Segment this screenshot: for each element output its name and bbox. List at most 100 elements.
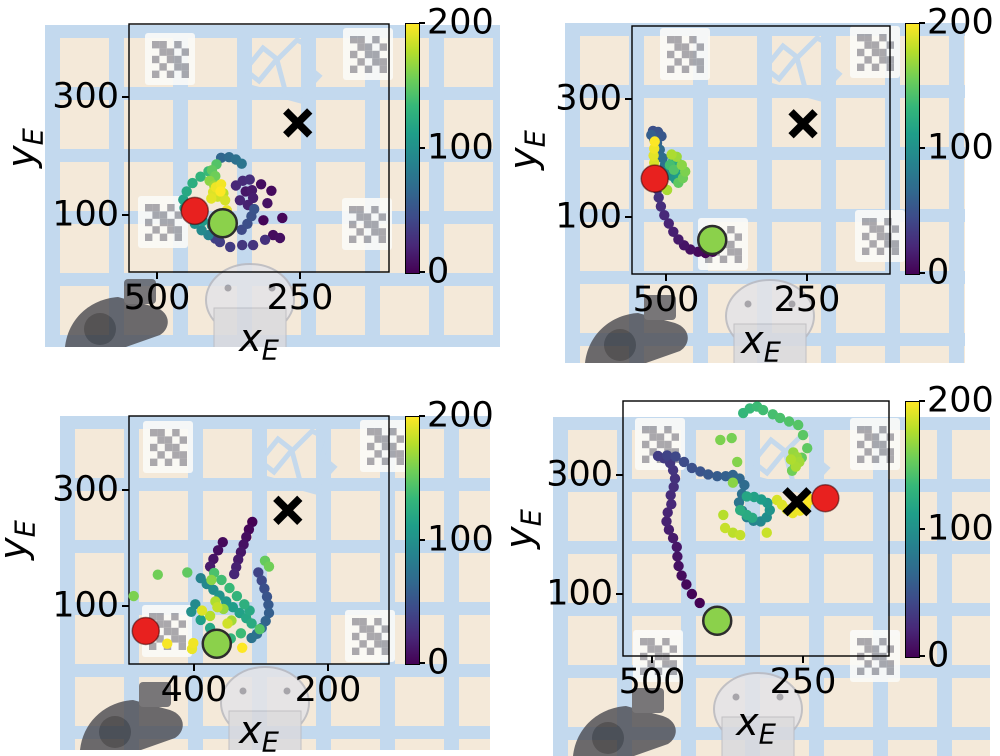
colorbar-tick-label: 200 — [427, 2, 494, 43]
trajectory-point — [668, 164, 680, 175]
robot-gripper-light — [205, 263, 295, 347]
trajectory-point — [695, 466, 706, 477]
robot-arm-dark — [65, 279, 168, 347]
colorbar-tick-label: 200 — [927, 2, 994, 43]
aruco-marker-icon — [342, 198, 392, 250]
subplot-bottom-right: xE yE 500 250 300 100 0 100 200 — [497, 378, 1000, 756]
trajectory-point — [222, 618, 233, 629]
y-tick-label: 300 — [52, 76, 119, 117]
trajectory-point — [659, 210, 670, 221]
trajectory-point — [757, 404, 769, 416]
trajectory-point — [246, 632, 257, 644]
trajectory-point — [739, 479, 750, 491]
subplot-top-right: xE yE 500 250 300 100 0 100 200 — [500, 0, 1000, 378]
trajectory-point — [128, 590, 139, 602]
trajectory-point — [666, 149, 677, 160]
trajectory-point — [256, 575, 267, 586]
x-axis-label: xE — [239, 708, 279, 756]
trajectory-point — [727, 477, 739, 488]
trajectory-point — [237, 239, 248, 251]
trajectory-point — [797, 429, 809, 441]
trajectory-point — [665, 490, 676, 501]
trajectory-point — [655, 201, 667, 212]
trajectory-point — [676, 570, 687, 581]
photo-decorations — [80, 420, 410, 750]
robot-gripper-light — [220, 666, 310, 750]
trajectory-point — [262, 198, 273, 209]
trajectory-point — [259, 234, 271, 245]
y-axis-label: yE — [0, 128, 50, 168]
end-position-marker — [811, 483, 840, 513]
trajectory-point — [715, 434, 726, 446]
trajectory-point — [237, 642, 248, 653]
trajectory-point — [263, 599, 274, 610]
trajectory-point — [703, 469, 714, 480]
colorbar-tick-label: 100 — [927, 127, 994, 168]
trajectory-point — [726, 432, 737, 444]
trajectory-point — [669, 473, 681, 484]
colorbar-tick-mark — [419, 538, 425, 541]
colorbar-tick-mark — [919, 527, 925, 530]
trajectory-point — [719, 522, 731, 534]
trajectory-point — [666, 499, 677, 510]
trajectory-point — [181, 186, 192, 197]
aruco-marker-icon — [145, 33, 195, 85]
trajectory-point — [678, 456, 690, 468]
end-position-marker — [131, 616, 161, 646]
start-position-marker — [201, 628, 233, 659]
colorbar-tick-label: 0 — [427, 251, 450, 292]
colorbar — [905, 23, 920, 275]
colorbar-tick-label: 0 — [427, 642, 450, 683]
aruco-marker-icon — [660, 28, 710, 80]
trajectory-point — [673, 560, 684, 572]
trajectory-point — [255, 179, 267, 190]
start-position-marker — [701, 605, 733, 637]
y-axis-label: yE — [497, 508, 548, 549]
end-position-marker — [640, 164, 669, 193]
trajectory-point — [227, 602, 239, 613]
x-tick-label: 250 — [773, 280, 841, 320]
x-tick-label: 500 — [632, 280, 700, 320]
trajectory-point — [783, 416, 795, 427]
trajectory-point — [686, 462, 698, 474]
trajectory-point — [249, 203, 260, 215]
colorbar-tick-mark — [419, 415, 425, 417]
robot-gripper-light — [725, 279, 815, 363]
tape-shape — [256, 427, 338, 497]
colorbar-tick-mark — [919, 655, 925, 657]
start-position-marker — [696, 224, 728, 256]
trajectory-point — [246, 618, 257, 629]
trajectory-point — [802, 443, 813, 454]
axes-frame — [622, 400, 890, 657]
end-position-marker — [180, 196, 210, 226]
colorbar — [905, 401, 920, 658]
trajectory-point — [258, 215, 269, 226]
photo-decorations — [585, 26, 905, 363]
trajectory-point — [668, 226, 679, 237]
trajectory-point — [162, 638, 173, 649]
colorbar — [405, 23, 420, 274]
colorbar-tick-label: 0 — [927, 252, 950, 293]
trajectory-point — [735, 504, 746, 516]
colorbar-tick-mark — [919, 22, 925, 24]
aruco-marker-icon — [142, 605, 192, 657]
robot-arm-dark — [80, 682, 183, 750]
colorbar-tick-mark — [419, 662, 425, 664]
trajectory-point — [663, 218, 674, 229]
trajectory-point — [217, 537, 228, 548]
x-tick-label: 250 — [769, 662, 837, 702]
trajectory-point — [649, 136, 660, 147]
subplot-top-left: xE yE 500 250 300 100 0 100 200 — [0, 0, 500, 378]
goal-x-marker — [782, 487, 812, 517]
trajectory-point — [681, 579, 692, 590]
trajectory-point — [246, 185, 258, 196]
tape-shape — [241, 36, 323, 106]
trajectory-point — [263, 561, 275, 572]
subplot-bottom-left: xE yE 400 200 300 100 0 100 200 — [0, 378, 500, 756]
aruco-marker-icon — [360, 420, 410, 472]
trajectory-point — [662, 507, 673, 518]
trajectory-point — [261, 591, 273, 602]
trajectory-point — [254, 624, 265, 635]
trajectory-point — [236, 158, 247, 169]
trajectory-point — [661, 516, 672, 527]
